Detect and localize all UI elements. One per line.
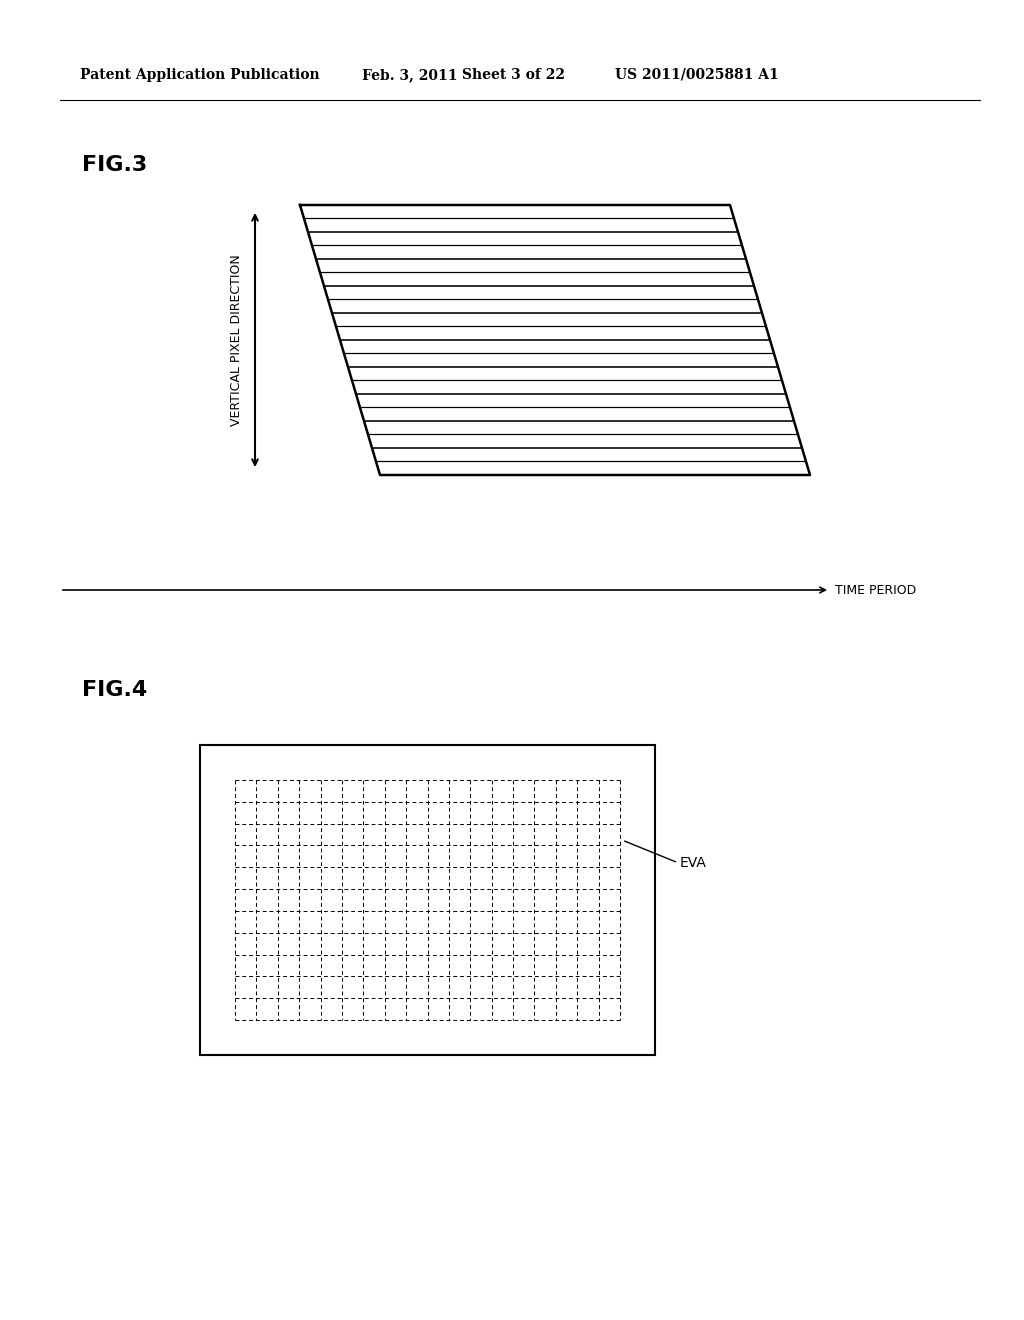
Text: Sheet 3 of 22: Sheet 3 of 22 [462, 69, 565, 82]
Polygon shape [376, 462, 810, 475]
Polygon shape [352, 380, 786, 393]
Text: EVA: EVA [680, 855, 707, 870]
Text: Patent Application Publication: Patent Application Publication [80, 69, 319, 82]
Polygon shape [336, 326, 770, 341]
Polygon shape [348, 367, 782, 380]
Polygon shape [324, 286, 758, 300]
Polygon shape [364, 421, 798, 434]
Polygon shape [344, 354, 778, 367]
Text: Feb. 3, 2011: Feb. 3, 2011 [362, 69, 458, 82]
Polygon shape [372, 447, 806, 462]
Polygon shape [356, 393, 790, 408]
Text: TIME PERIOD: TIME PERIOD [835, 583, 916, 597]
Polygon shape [328, 300, 762, 313]
Text: FIG.3: FIG.3 [82, 154, 147, 176]
Polygon shape [300, 205, 734, 219]
Polygon shape [340, 341, 774, 354]
Polygon shape [332, 313, 766, 326]
Polygon shape [368, 434, 802, 447]
Polygon shape [360, 408, 794, 421]
Polygon shape [312, 246, 746, 259]
Text: FIG.4: FIG.4 [82, 680, 147, 700]
Text: US 2011/0025881 A1: US 2011/0025881 A1 [615, 69, 778, 82]
Polygon shape [308, 232, 742, 246]
Polygon shape [304, 219, 738, 232]
Text: VERTICAL PIXEL DIRECTION: VERTICAL PIXEL DIRECTION [230, 255, 244, 426]
Bar [200, 744, 655, 1055]
Polygon shape [319, 272, 754, 286]
Polygon shape [316, 259, 750, 272]
